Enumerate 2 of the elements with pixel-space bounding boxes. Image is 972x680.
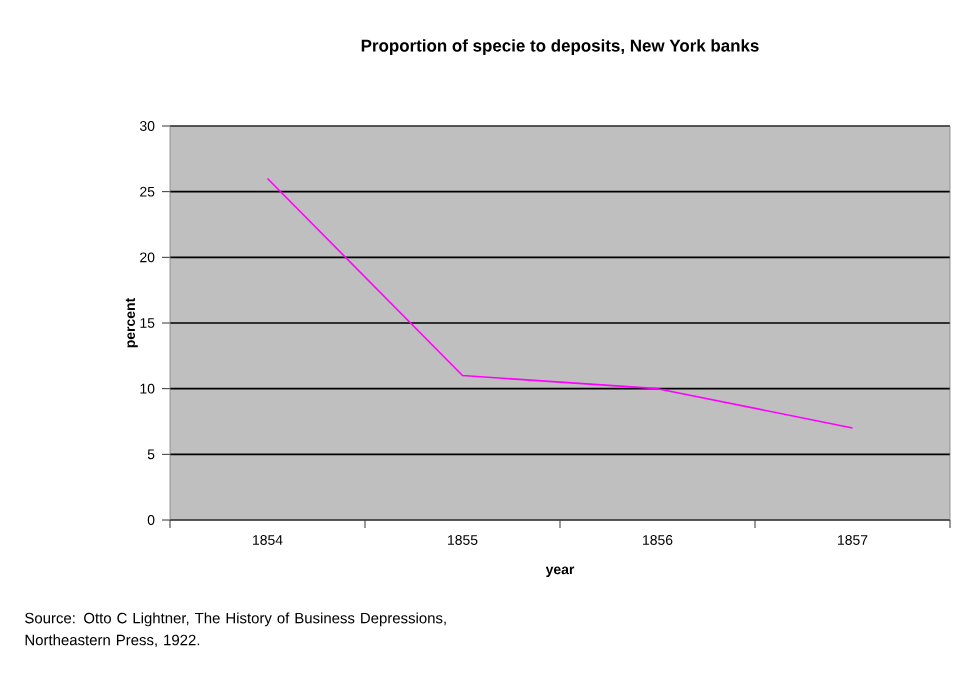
line-series	[266, 177, 854, 429]
chart-title: Proportion of specie to deposits, New York banks	[361, 39, 759, 55]
